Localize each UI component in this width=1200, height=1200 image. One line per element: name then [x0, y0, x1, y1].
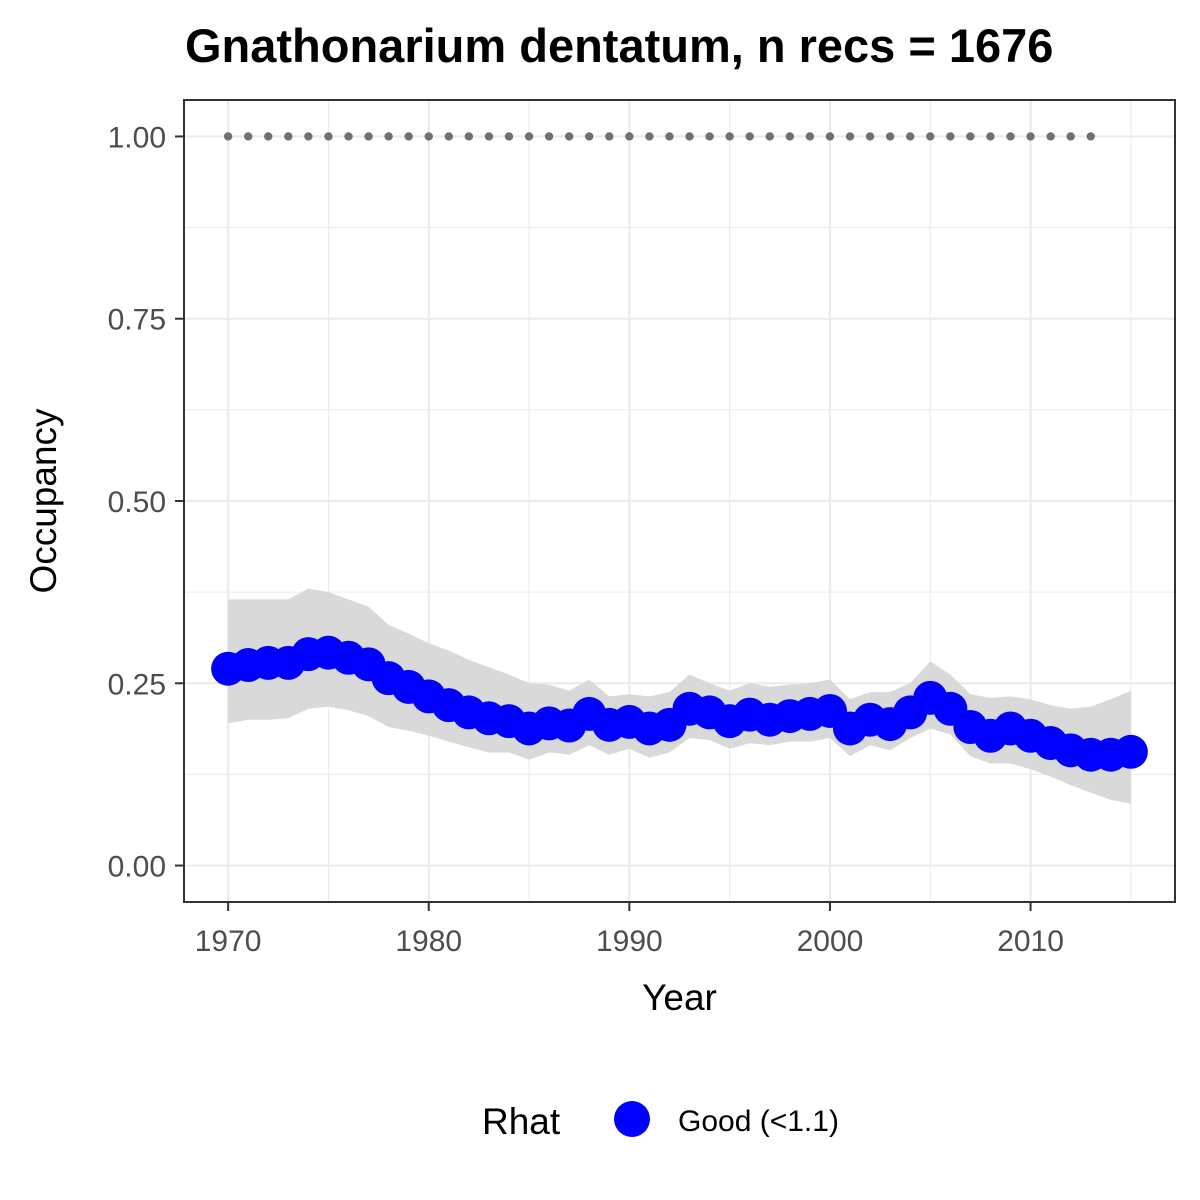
reference-points-layer: [223, 132, 1095, 141]
reference-point: [223, 132, 233, 141]
reference-point: [805, 132, 815, 141]
y-axis: 0.00 0.25 0.50 0.75 1.00: [108, 121, 184, 884]
reference-point: [544, 132, 554, 141]
reference-point: [364, 132, 373, 141]
reference-point: [444, 132, 454, 141]
reference-point: [966, 132, 975, 141]
reference-point: [845, 132, 855, 141]
legend-key-good: [614, 1101, 650, 1137]
reference-point: [645, 132, 654, 141]
reference-point: [243, 132, 253, 141]
reference-point: [304, 132, 313, 141]
reference-point: [1066, 132, 1075, 141]
reference-point: [986, 132, 995, 141]
reference-point: [785, 132, 795, 141]
reference-point: [1046, 132, 1055, 141]
reference-point: [625, 132, 634, 141]
reference-point: [825, 132, 835, 141]
reference-point: [464, 132, 474, 141]
x-tick-label: 1980: [395, 925, 462, 958]
series-points-layer: [211, 635, 1148, 772]
reference-point: [1006, 132, 1015, 141]
x-tick-label: 2000: [797, 925, 864, 958]
legend-label-good: Good (<1.1): [678, 1105, 839, 1138]
reference-point: [564, 132, 574, 141]
data-point: [1113, 734, 1148, 769]
reference-point: [284, 132, 293, 141]
reference-point: [926, 132, 935, 141]
y-tick-label: 1.00: [108, 121, 166, 154]
plot-panel: [183, 99, 1176, 903]
reference-point: [765, 132, 774, 141]
reference-point: [484, 132, 494, 141]
reference-point: [344, 132, 353, 141]
x-tick-label: 1990: [596, 925, 663, 958]
reference-point: [504, 132, 514, 141]
reference-point: [885, 132, 895, 141]
reference-point: [384, 132, 393, 141]
chart-title: Gnathonarium dentatum, n recs = 1676: [185, 19, 1053, 72]
reference-point: [685, 132, 694, 141]
reference-point: [946, 132, 955, 141]
reference-point: [665, 132, 674, 141]
y-tick-label: 0.75: [108, 304, 166, 337]
reference-point: [705, 132, 714, 141]
reference-point: [745, 132, 754, 141]
legend: Rhat Good (<1.1): [482, 1101, 839, 1142]
reference-point: [524, 132, 534, 141]
y-axis-title: Occupancy: [23, 408, 64, 594]
x-axis-title: Year: [642, 977, 717, 1018]
reference-point: [725, 132, 734, 141]
reference-point: [1026, 132, 1035, 141]
reference-point: [905, 132, 915, 141]
reference-point: [404, 132, 413, 141]
reference-point: [605, 132, 614, 141]
reference-point: [585, 132, 594, 141]
y-tick-label: 0.50: [108, 486, 166, 519]
reference-point: [424, 132, 433, 141]
reference-point: [264, 132, 273, 141]
y-tick-label: 0.25: [108, 668, 166, 701]
x-axis: 1970 1980 1990 2000 2010: [195, 902, 1064, 958]
reference-point: [1086, 132, 1095, 141]
legend-title: Rhat: [482, 1101, 561, 1142]
x-tick-label: 1970: [195, 925, 262, 958]
y-tick-label: 0.00: [108, 851, 166, 884]
reference-point: [324, 132, 333, 141]
reference-point: [865, 132, 875, 141]
x-tick-label: 2010: [997, 925, 1064, 958]
